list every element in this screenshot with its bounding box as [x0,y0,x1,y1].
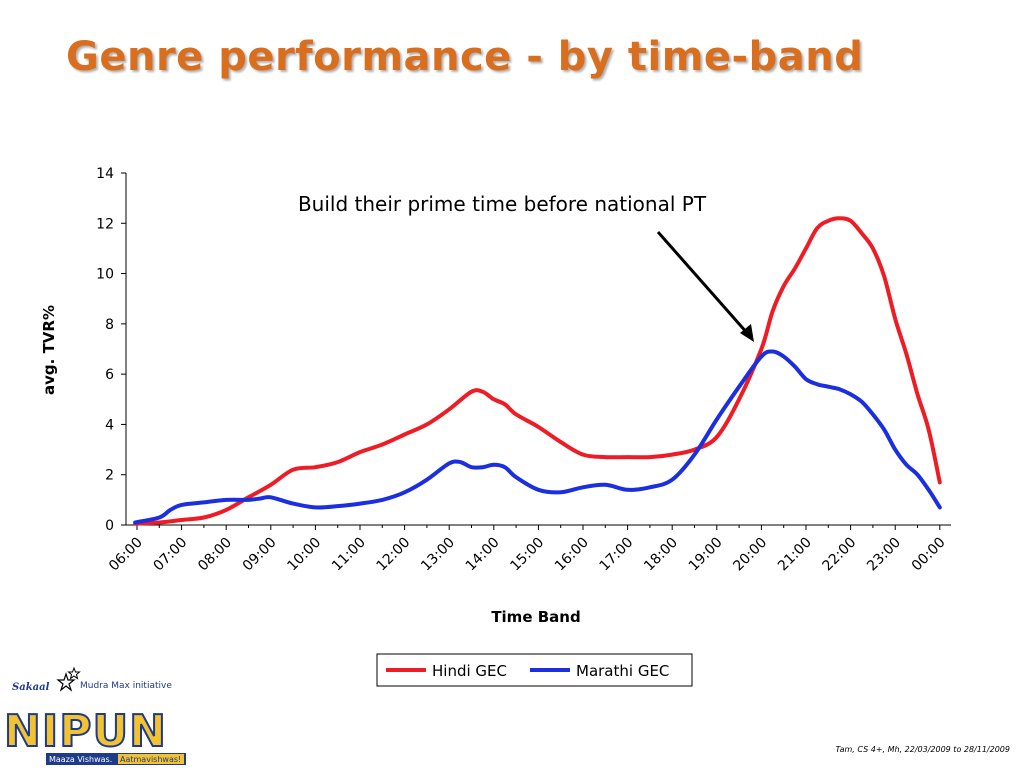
legend-label-hindi: Hindi GEC [432,662,507,680]
chart-annotation: Build their prime time before national P… [298,192,707,216]
y-tick-label: 12 [96,216,114,232]
y-tick-labels: 0 2 4 6 8 10 12 14 [96,166,114,534]
x-tick-label: 12:00 [374,535,414,575]
nipun-logo: Sakaal Mudra Max initiative NIPUN Maaza … [0,664,200,768]
series-lines [133,216,942,526]
x-axis-title: Time Band [491,608,580,626]
source-note: Tam, CS 4+, Mh, 22/03/2009 to 28/11/2009 [835,745,1010,754]
x-tick-label: 16:00 [552,535,592,575]
x-tick-label: 17:00 [597,535,637,575]
logo-banner-highlight [118,754,184,764]
x-tick-label: 14:00 [463,535,503,575]
legend-label-marathi: Marathi GEC [576,662,669,680]
y-tick-label: 2 [105,468,114,484]
y-tick-label: 6 [105,367,114,383]
x-tick-label: 06:00 [106,535,146,575]
logo-tagline: Mudra Max initiative [80,681,172,691]
x-tick-label: 22:00 [820,535,860,575]
x-tick-label: 18:00 [641,535,681,575]
x-tick-label: 21:00 [775,535,815,575]
legend: Hindi GEC Marathi GEC [376,653,693,687]
y-tick-label: 4 [105,417,114,433]
x-tick-label: 15:00 [507,535,547,575]
x-tick-label: 20:00 [730,535,770,575]
x-tick-label: 23:00 [864,535,904,575]
series-line-hindi [133,216,942,526]
x-tick-label: 19:00 [686,535,726,575]
x-tick-labels: 06:00 07:00 08:00 09:00 10:00 11:00 12:00 13:00… [106,535,949,575]
x-tick-label: 11:00 [329,535,369,575]
logo-brand-small: Sakaal [12,682,50,693]
logo-banner-right: Aatmavishwas! [120,755,181,764]
y-tick-label: 14 [96,166,114,182]
y-tick-label: 10 [96,267,114,283]
x-tick-label: 10:00 [284,535,324,575]
star-icon [56,666,81,692]
y-axis-title: avg. TVR% [40,305,58,395]
slide-title: Genre performance - by time-band [66,34,864,80]
x-tick-label: 08:00 [195,535,235,575]
x-tick-label: 00:00 [909,535,949,575]
chart-axes [121,172,951,530]
annotation-arrow [656,231,754,342]
y-tick-label: 8 [105,317,114,333]
x-tick-label: 07:00 [151,535,191,575]
y-tick-label: 0 [105,518,114,534]
logo-banner-left: Maaza Vishwas. [49,755,112,764]
x-tick-label: 13:00 [418,535,458,575]
x-tick-label: 09:00 [240,535,280,575]
series-line-marathi [133,349,942,525]
logo-wordmark: NIPUN [4,706,167,757]
